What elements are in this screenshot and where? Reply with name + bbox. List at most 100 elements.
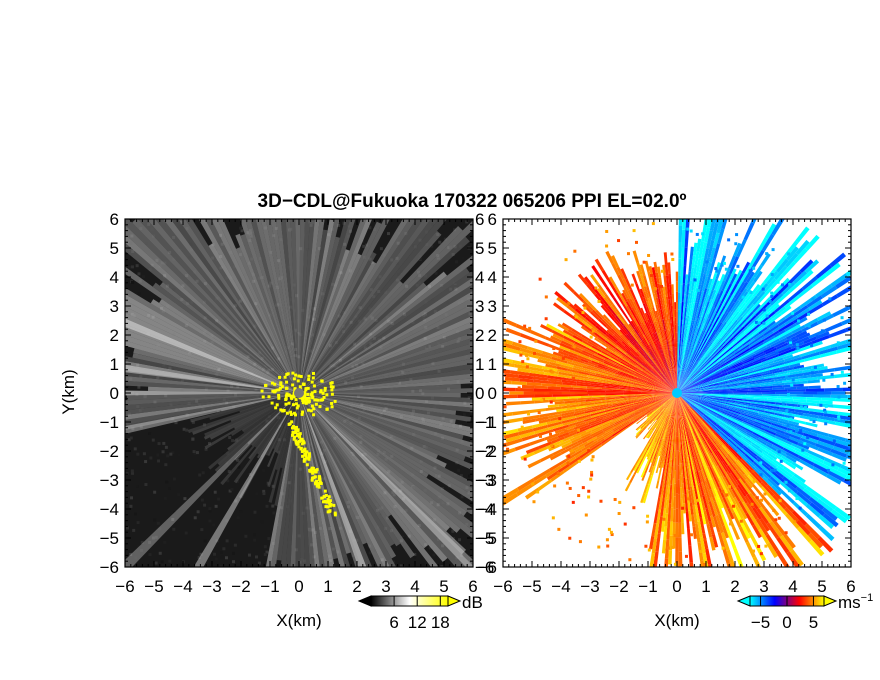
velocity-bin <box>773 299 790 314</box>
high-echo-pixel <box>297 439 301 443</box>
velocity-bin <box>670 408 673 415</box>
noise-speck <box>239 226 243 230</box>
velocity-bin <box>636 426 641 431</box>
noise-speck <box>236 458 240 462</box>
velocity-bin <box>727 530 737 550</box>
velocity-bin <box>813 394 831 398</box>
velocity-bin <box>704 308 710 319</box>
velocity-bin <box>706 398 717 402</box>
velocity-bin <box>692 457 698 471</box>
velocity-bin <box>834 439 851 448</box>
echo-beam <box>146 219 299 393</box>
velocity-bin <box>713 383 727 387</box>
velocity-bin <box>662 413 665 417</box>
echo-beam <box>299 229 328 393</box>
velocity-bin <box>776 258 789 273</box>
velocity-bin <box>703 256 711 275</box>
high-echo-pixel <box>320 379 324 383</box>
velocity-bin <box>698 402 711 408</box>
velocity-bin <box>780 398 794 402</box>
velocity-bin <box>638 350 645 357</box>
velocity-bin <box>712 361 726 371</box>
velocity-bin <box>709 414 719 421</box>
velocity-bin <box>744 327 759 341</box>
velocity-bin <box>740 387 751 390</box>
velocity-bin <box>743 357 755 365</box>
velocity-bin <box>680 265 684 285</box>
velocity-bin <box>649 552 656 567</box>
y-tick-label-right: −6 <box>475 558 494 577</box>
velocity-bin <box>646 441 652 451</box>
velocity-bin <box>734 503 744 520</box>
velocity-bin <box>656 364 662 371</box>
y-tick-label-right: 4 <box>475 268 484 287</box>
velocity-bin <box>861 387 879 391</box>
noise-speck <box>233 543 237 547</box>
echo-beam <box>299 348 473 393</box>
y-tick-label: 2 <box>110 326 119 345</box>
velocity-bin <box>625 368 636 375</box>
velocity-bin <box>668 550 673 565</box>
high-echo-pixel <box>279 382 283 386</box>
high-echo-pixel <box>327 495 331 499</box>
velocity-bin <box>667 307 670 319</box>
velocity-bin <box>607 368 618 373</box>
velocity-bin <box>652 415 657 420</box>
velocity-bin <box>664 330 668 341</box>
velocity-bin <box>511 341 528 350</box>
velocity-bin <box>681 342 684 356</box>
velocity-bin <box>687 308 693 326</box>
velocity-bin <box>740 371 757 378</box>
velocity-bin <box>653 356 659 364</box>
high-echo-pixel <box>287 393 291 397</box>
velocity-bin <box>667 412 671 420</box>
velocity-bin <box>624 345 631 352</box>
velocity-bin <box>855 336 874 345</box>
velocity-bin <box>676 342 678 353</box>
velocity-bin <box>773 520 786 536</box>
velocity-bin <box>683 418 688 432</box>
velocity-bin <box>675 522 679 538</box>
velocity-bin <box>612 348 622 355</box>
velocity-bin <box>692 504 698 524</box>
velocity-bin <box>615 327 623 336</box>
velocity-bin <box>684 338 690 357</box>
velocity-bin <box>684 404 693 417</box>
velocity-bin <box>683 364 688 375</box>
velocity-bin <box>634 299 641 311</box>
velocity-bin <box>764 223 777 240</box>
velocity-bin <box>659 381 666 386</box>
velocity-bin <box>804 523 821 540</box>
velocity-bin <box>661 378 670 386</box>
velocity-bin <box>751 441 761 449</box>
velocity-bin <box>678 423 680 434</box>
velocity-bin <box>836 346 851 354</box>
velocity-bin <box>678 451 681 464</box>
velocity-bin <box>832 445 850 455</box>
velocity-bin <box>594 337 603 344</box>
noise-speck <box>213 490 217 494</box>
velocity-bin <box>658 359 664 369</box>
velocity-bin <box>666 521 671 540</box>
velocity-bin <box>674 406 677 420</box>
echo-beam <box>125 393 299 406</box>
noise-speck <box>192 450 196 454</box>
velocity-bin <box>669 365 672 373</box>
velocity-bin <box>724 389 737 392</box>
velocity-bin <box>704 493 710 506</box>
velocity-bin <box>519 378 534 383</box>
velocity-bin <box>758 437 773 447</box>
velocity-bin <box>633 383 645 387</box>
echo-beam <box>236 247 299 393</box>
velocity-bin <box>667 436 672 452</box>
velocity-bin <box>616 374 633 380</box>
velocity-bin <box>746 493 759 510</box>
velocity-bin <box>639 430 644 435</box>
velocity-bin <box>814 365 828 372</box>
velocity-bin <box>672 405 675 412</box>
velocity-bin <box>724 476 734 490</box>
velocity-bin <box>638 369 649 376</box>
velocity-bin <box>704 354 715 365</box>
velocity-bin <box>695 454 702 471</box>
velocity-bin <box>737 302 747 313</box>
